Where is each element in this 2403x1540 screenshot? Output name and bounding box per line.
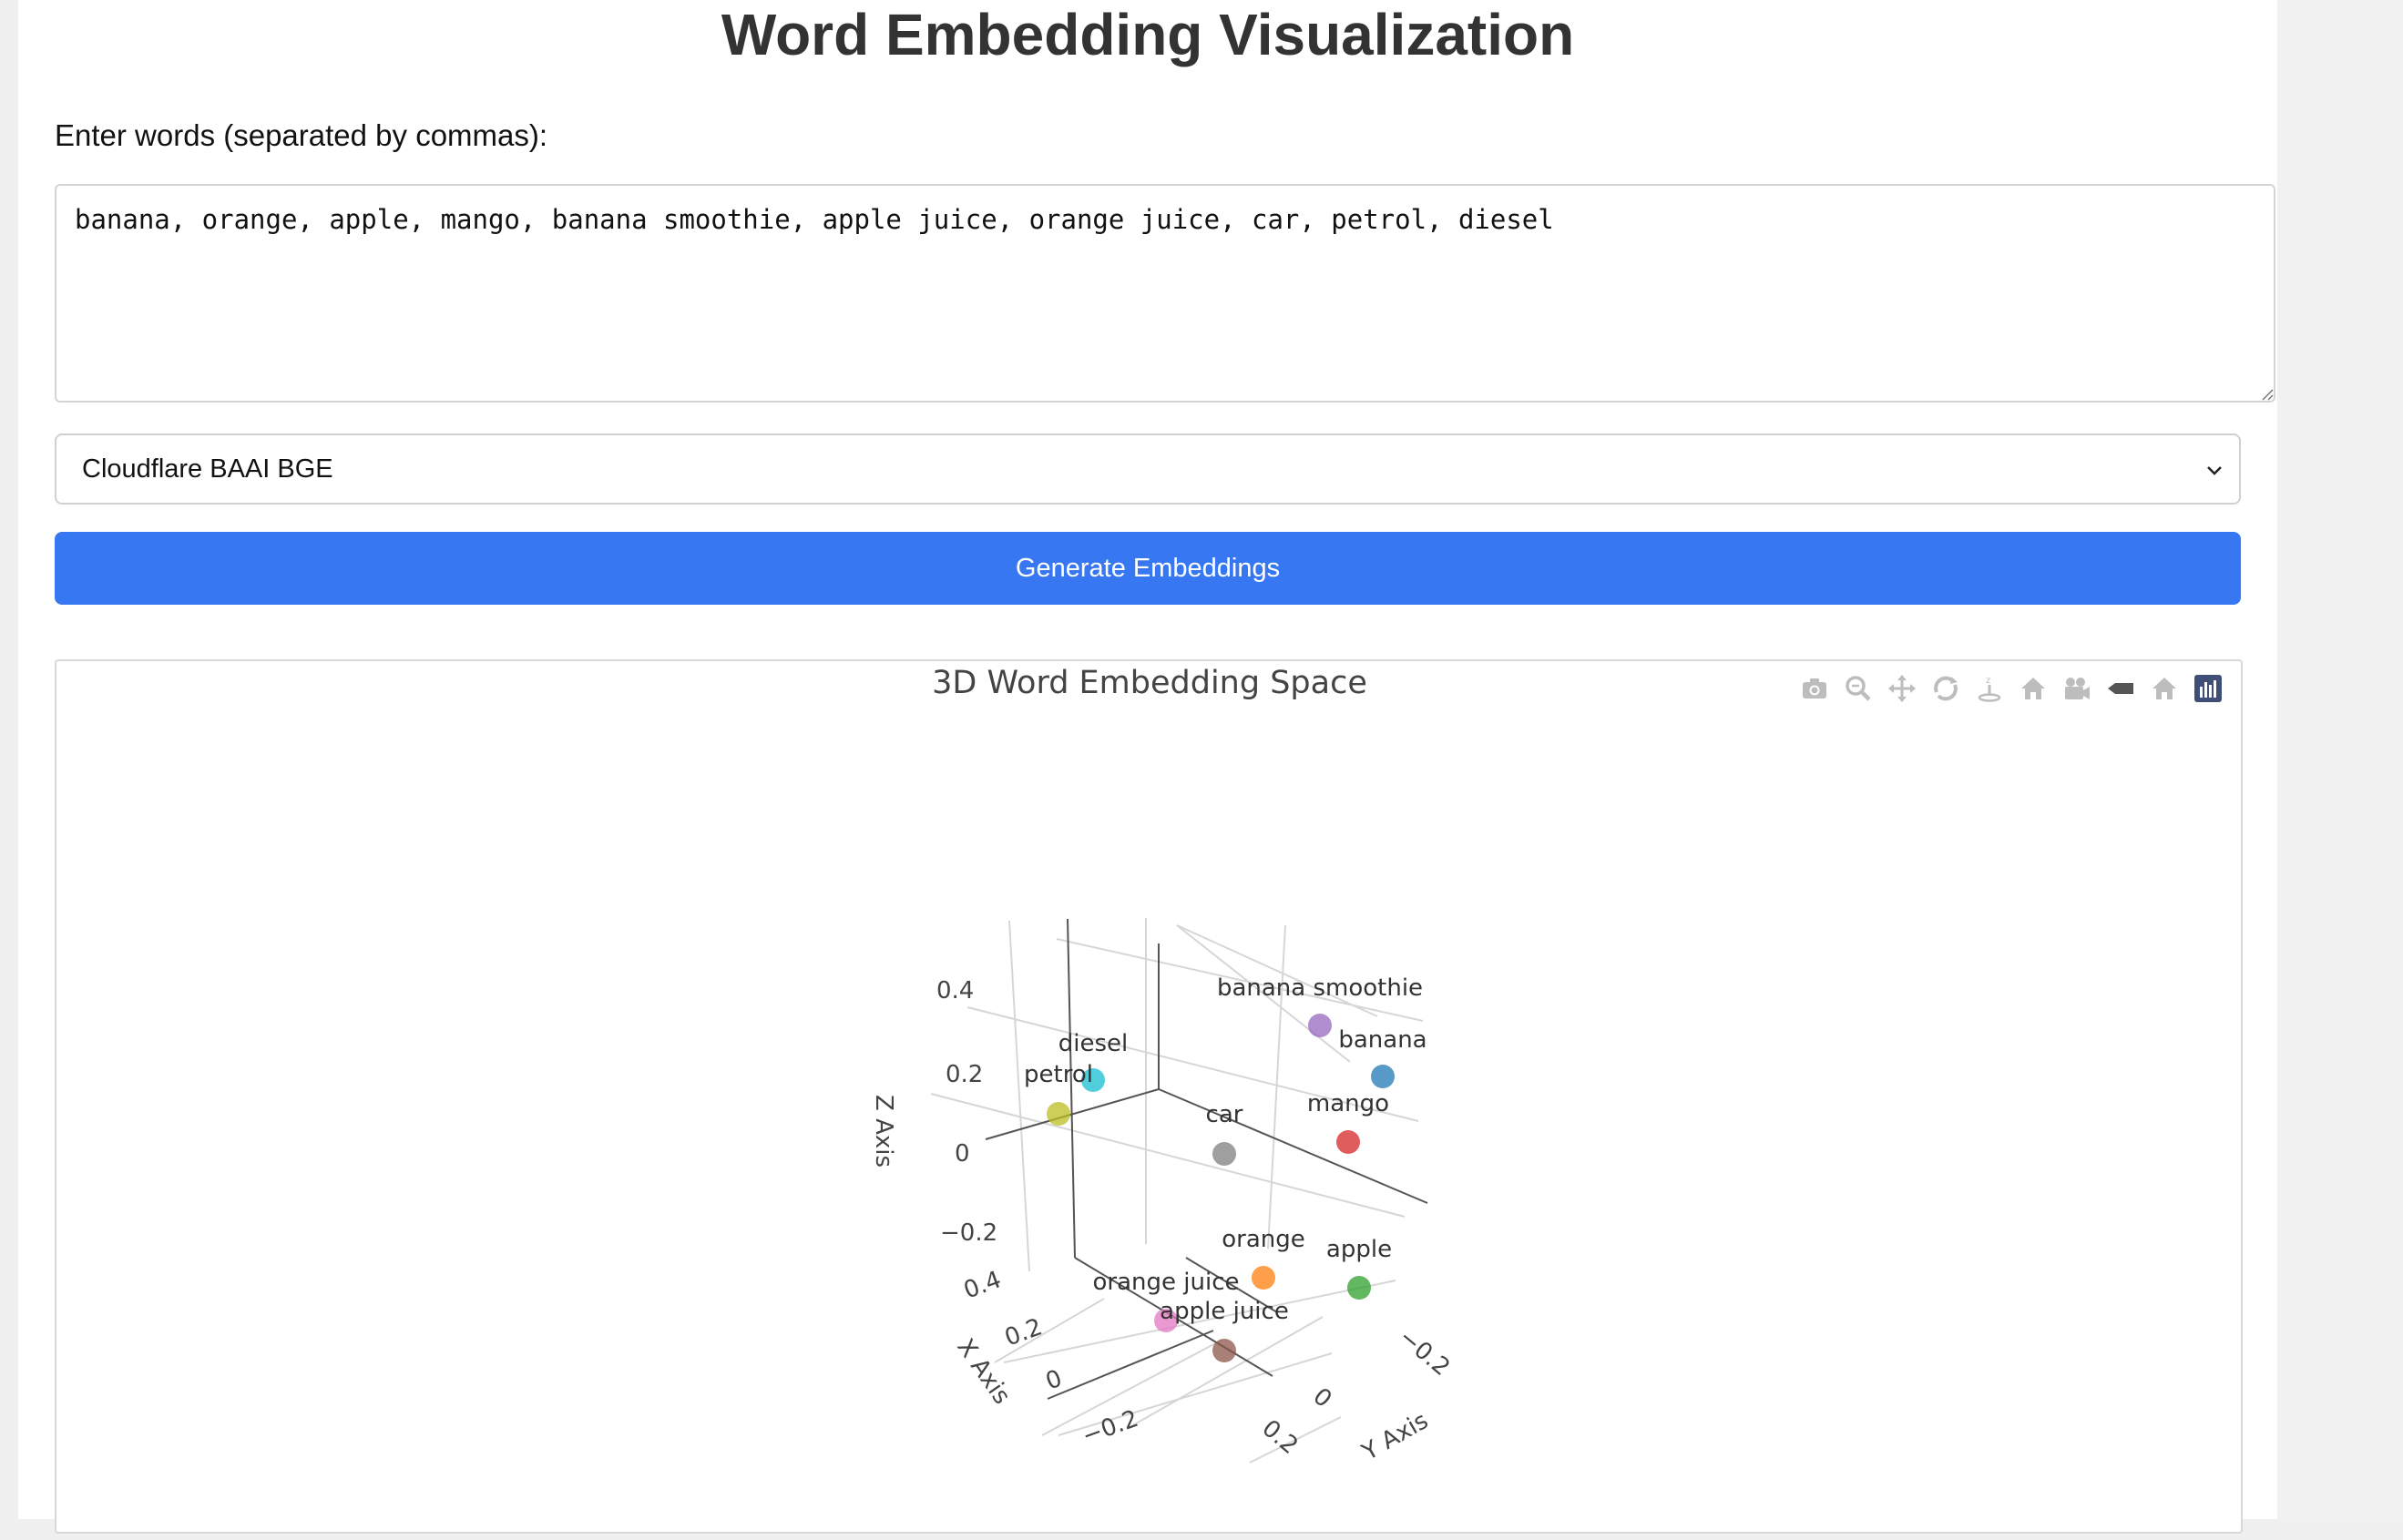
data-point[interactable] <box>1047 1102 1070 1126</box>
z-axis-ticks: 0.4 0.2 0 −0.2 <box>936 977 997 1247</box>
page-gutter <box>2277 0 2403 1519</box>
x-tick-label: 0.4 <box>960 1266 1005 1304</box>
data-point-label: banana smoothie <box>1217 974 1423 1002</box>
data-point[interactable] <box>1154 1309 1178 1332</box>
home-icon <box>2021 678 2045 699</box>
x-axis-title: X Axis <box>951 1334 1015 1410</box>
data-point[interactable] <box>1212 1339 1236 1362</box>
home-icon <box>2152 678 2176 699</box>
pan-icon <box>1888 675 1916 702</box>
pan-button[interactable] <box>1880 668 1924 709</box>
z-axis-title: Z Axis <box>870 1095 897 1168</box>
data-point-label: orange juice <box>1093 1269 1240 1296</box>
data-point[interactable] <box>1212 1142 1236 1166</box>
zoom-icon <box>1846 676 1871 701</box>
data-point-label: orange <box>1222 1226 1305 1253</box>
orbit-rotation-button[interactable] <box>1924 668 1968 709</box>
plot-modebar: z <box>1793 668 2230 709</box>
grid-lines <box>930 918 1424 1464</box>
data-point-label: car <box>1206 1101 1243 1128</box>
reset-camera-default-button[interactable] <box>2011 668 2055 709</box>
download-plot-button[interactable] <box>1793 668 1836 709</box>
reset-camera-last-save-button[interactable] <box>2055 668 2099 709</box>
model-select[interactable]: Cloudflare BAAI BGE <box>55 433 2241 505</box>
data-point-label: apple <box>1326 1236 1392 1263</box>
data-point-label: mango <box>1307 1090 1389 1117</box>
data-point[interactable] <box>1347 1276 1371 1300</box>
3d-scene[interactable]: 0.4 0.2 0 −0.2 Z Axis 0.4 0.2 0 −0.2 X A… <box>56 661 2243 1535</box>
y-axis-ticks: 0.2 0 −0.2 <box>1257 1323 1456 1460</box>
data-point-label: banana <box>1338 1026 1426 1054</box>
data-point[interactable] <box>1308 1014 1332 1037</box>
z-tick-label: 0 <box>955 1140 970 1168</box>
words-input-label: Enter words (separated by commas): <box>55 118 548 152</box>
reset-view-button[interactable] <box>2142 668 2186 709</box>
z-tick-label: 0.2 <box>946 1061 983 1088</box>
turntable-rotation-button[interactable]: z <box>1968 668 2011 709</box>
x-tick-label: 0 <box>1042 1365 1066 1396</box>
video-camera-icon <box>2065 678 2090 699</box>
zoom-button[interactable] <box>1836 668 1880 709</box>
page-container: Word Embedding Visualization Enter words… <box>18 0 2277 1534</box>
z-tick-label: 0.4 <box>936 977 974 1005</box>
data-point-label: diesel <box>1058 1030 1129 1057</box>
plot-container: 0.4 0.2 0 −0.2 Z Axis 0.4 0.2 0 −0.2 X A… <box>55 659 2243 1534</box>
3d-scatter-plot[interactable]: 0.4 0.2 0 −0.2 Z Axis 0.4 0.2 0 −0.2 X A… <box>56 661 2243 1535</box>
data-point-label: apple juice <box>1160 1298 1289 1325</box>
y-tick-label: 0 <box>1308 1382 1337 1413</box>
data-point[interactable] <box>1081 1068 1105 1092</box>
words-input[interactable]: banana, orange, apple, mango, banana smo… <box>55 184 2275 403</box>
resize-grip-icon[interactable] <box>2259 386 2274 401</box>
turntable-rotation-icon: z <box>1978 676 2001 702</box>
y-tick-label: −0.2 <box>1394 1323 1456 1382</box>
svg-text:z: z <box>1986 676 1990 686</box>
plotly-logo-icon <box>2194 675 2222 702</box>
data-point[interactable] <box>1371 1065 1395 1088</box>
plotly-logo-button[interactable] <box>2186 668 2230 709</box>
data-point[interactable] <box>1336 1130 1360 1154</box>
camera-icon <box>1803 678 1826 699</box>
model-select-value: Cloudflare BAAI BGE <box>82 454 333 484</box>
y-axis-title: Y Axis <box>1357 1407 1433 1467</box>
z-tick-label: −0.2 <box>940 1219 997 1247</box>
tag-icon <box>2108 683 2133 694</box>
data-points: banana smoothie banana mango diesel petrol ca… <box>1024 974 1427 1362</box>
data-point[interactable] <box>1252 1266 1275 1290</box>
orbit-rotation-icon <box>1934 676 1958 701</box>
x-tick-label: 0.2 <box>1001 1313 1046 1351</box>
data-point-label: petrol <box>1024 1061 1093 1088</box>
toggle-hover-button[interactable] <box>2099 668 2142 709</box>
chevron-down-icon <box>2207 466 2222 475</box>
y-tick-label: 0.2 <box>1257 1414 1304 1460</box>
plot-title: 3D Word Embedding Space <box>932 665 1367 701</box>
page-title: Word Embedding Visualization <box>721 2 1575 67</box>
generate-embeddings-button[interactable]: Generate Embeddings <box>55 532 2241 605</box>
